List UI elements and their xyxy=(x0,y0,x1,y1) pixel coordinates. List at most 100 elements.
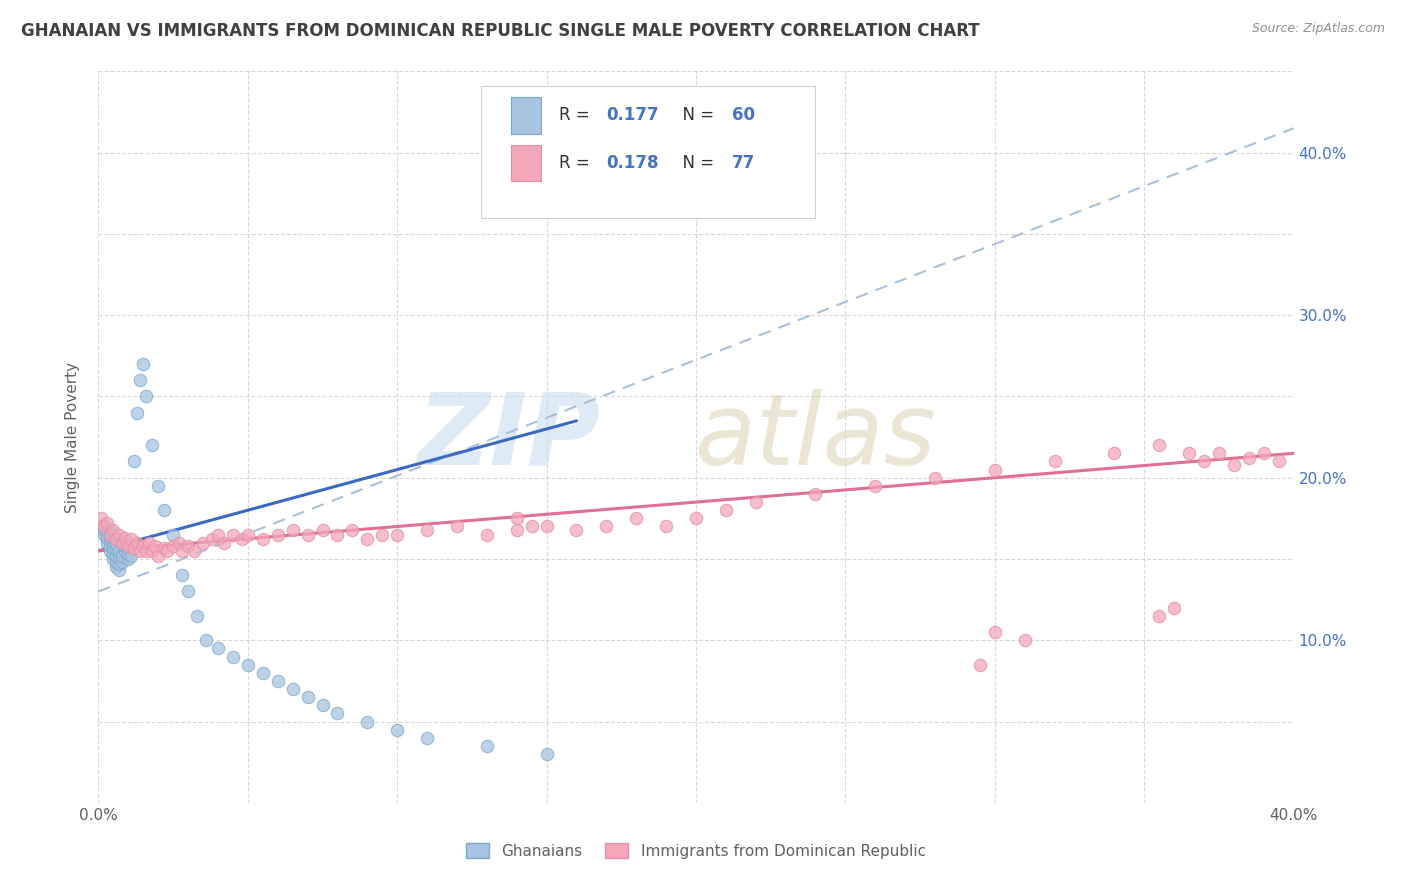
Point xyxy=(172,544,194,558)
Point xyxy=(385,723,409,737)
Point xyxy=(120,533,142,547)
Point xyxy=(311,698,333,713)
Point xyxy=(222,649,245,664)
Point xyxy=(1043,454,1066,468)
Point xyxy=(103,547,125,561)
Point xyxy=(135,389,157,403)
Text: 77: 77 xyxy=(733,153,755,172)
Point xyxy=(103,552,125,566)
Point xyxy=(93,523,115,537)
Point xyxy=(153,541,176,555)
Point xyxy=(108,527,131,541)
Point xyxy=(143,539,166,553)
Point xyxy=(103,535,125,549)
Point xyxy=(167,535,190,549)
Text: ZIP: ZIP xyxy=(418,389,600,485)
Point xyxy=(1014,633,1036,648)
Point xyxy=(117,547,139,561)
Text: N =: N = xyxy=(672,153,720,172)
Point xyxy=(138,535,160,549)
Point xyxy=(416,731,439,745)
Point xyxy=(252,665,274,680)
Point xyxy=(111,555,134,569)
Point xyxy=(1163,600,1185,615)
Point xyxy=(984,462,1007,476)
Point xyxy=(108,550,131,565)
Point xyxy=(212,535,235,549)
Point xyxy=(108,544,131,558)
Text: 60: 60 xyxy=(733,106,755,124)
Point xyxy=(1147,438,1170,452)
Point xyxy=(745,495,768,509)
Point xyxy=(129,544,152,558)
Point xyxy=(108,563,131,577)
Point xyxy=(446,519,468,533)
Point xyxy=(356,533,378,547)
Point xyxy=(969,657,991,672)
Point xyxy=(626,511,648,525)
Point xyxy=(183,544,205,558)
Point xyxy=(385,527,409,541)
Point xyxy=(96,531,118,545)
Point xyxy=(1253,446,1275,460)
Point xyxy=(117,552,139,566)
Point xyxy=(117,541,139,555)
Point xyxy=(120,549,142,563)
Point xyxy=(655,519,678,533)
Point xyxy=(195,633,218,648)
Point xyxy=(506,511,529,525)
Point xyxy=(520,519,543,533)
Point xyxy=(98,533,122,547)
Point xyxy=(371,527,394,541)
Text: Source: ZipAtlas.com: Source: ZipAtlas.com xyxy=(1251,22,1385,36)
Point xyxy=(90,519,112,533)
Text: GHANAIAN VS IMMIGRANTS FROM DOMINICAN REPUBLIC SINGLE MALE POVERTY CORRELATION C: GHANAIAN VS IMMIGRANTS FROM DOMINICAN RE… xyxy=(21,22,980,40)
Text: R =: R = xyxy=(558,153,595,172)
Point xyxy=(105,535,128,549)
Point xyxy=(96,516,118,531)
Y-axis label: Single Male Poverty: Single Male Poverty xyxy=(65,361,80,513)
Point xyxy=(141,544,163,558)
Text: 0.177: 0.177 xyxy=(606,106,659,124)
Point xyxy=(475,739,498,753)
Point xyxy=(90,511,112,525)
Point xyxy=(129,373,152,387)
Point xyxy=(1178,446,1201,460)
Point xyxy=(231,533,253,547)
Point xyxy=(342,523,364,537)
Point xyxy=(1104,446,1126,460)
Point xyxy=(148,549,170,563)
Point xyxy=(595,519,617,533)
Point xyxy=(475,527,498,541)
Point xyxy=(177,539,200,553)
Text: atlas: atlas xyxy=(695,389,936,485)
Point xyxy=(1267,454,1289,468)
Point xyxy=(236,527,259,541)
Point xyxy=(201,533,224,547)
Point xyxy=(127,406,149,420)
Point xyxy=(98,527,122,541)
Point xyxy=(162,527,184,541)
Point xyxy=(207,641,229,656)
Point xyxy=(297,690,319,705)
Point xyxy=(236,657,259,672)
Point xyxy=(714,503,737,517)
Text: 0.178: 0.178 xyxy=(606,153,659,172)
Point xyxy=(153,503,176,517)
Point xyxy=(924,471,946,485)
Point xyxy=(98,527,122,541)
Text: R =: R = xyxy=(558,106,595,124)
Point xyxy=(103,531,125,545)
FancyBboxPatch shape xyxy=(510,145,541,181)
Point xyxy=(105,549,128,563)
Point xyxy=(96,535,118,549)
FancyBboxPatch shape xyxy=(481,86,815,218)
Point xyxy=(93,519,115,533)
Point xyxy=(108,557,131,571)
Point xyxy=(865,479,887,493)
Point xyxy=(267,527,290,541)
Point xyxy=(105,560,128,574)
Point xyxy=(281,681,304,696)
Point xyxy=(132,539,155,553)
Point xyxy=(117,539,139,553)
